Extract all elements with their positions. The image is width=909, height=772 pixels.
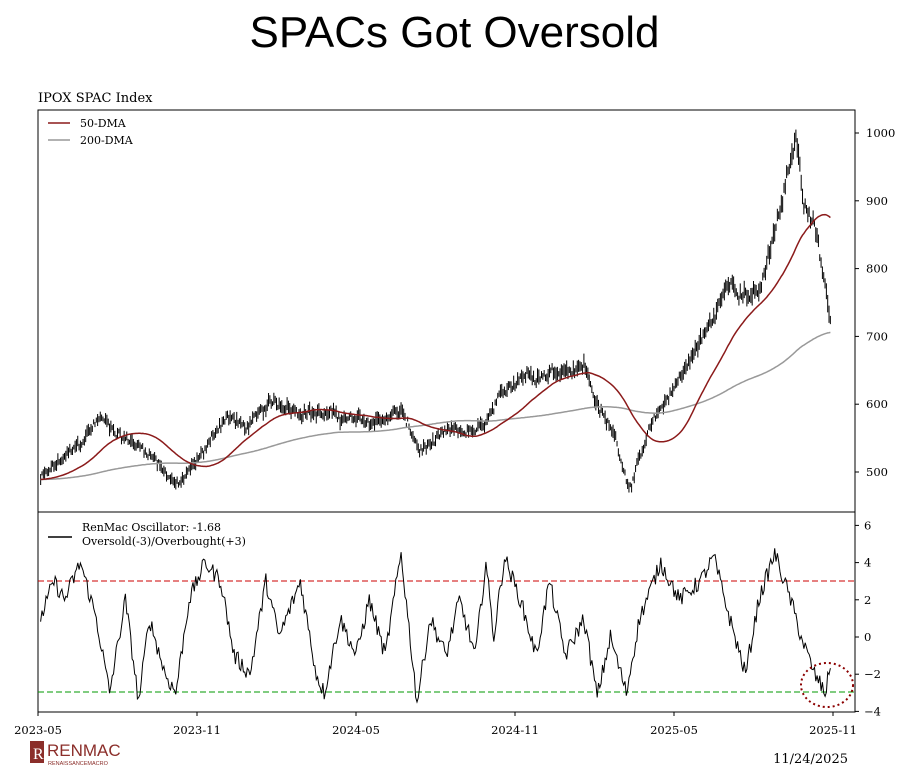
price-ytick: 800 bbox=[866, 262, 888, 276]
dma50-line bbox=[40, 213, 831, 481]
oversold-highlight-circle bbox=[800, 662, 854, 708]
report-date: 11/24/2025 bbox=[773, 752, 848, 767]
slide-title: SPACs Got Oversold bbox=[249, 8, 660, 57]
chart-title: IPOX SPAC Index bbox=[38, 91, 153, 106]
price-ytick: 600 bbox=[866, 397, 888, 411]
legend-dma200: 200-DMA bbox=[80, 134, 134, 147]
price-ytick: 700 bbox=[866, 329, 888, 343]
osc-ytick: 4 bbox=[864, 556, 871, 570]
dma200-line bbox=[40, 331, 831, 481]
xtick: 2025-11 bbox=[809, 723, 857, 737]
price-bars bbox=[40, 129, 831, 493]
price-ytick: 500 bbox=[866, 465, 888, 479]
renmac-logo-text: RENMAC bbox=[47, 741, 121, 760]
osc-ytick: −2 bbox=[864, 667, 881, 681]
price-panel-frame bbox=[37, 109, 856, 513]
renmac-logo-icon bbox=[30, 741, 44, 763]
osc-ytick: −4 bbox=[864, 704, 881, 718]
svg-text:R: R bbox=[33, 746, 44, 763]
xtick: 2024-11 bbox=[491, 723, 539, 737]
price-ytick: 1000 bbox=[866, 126, 895, 140]
xtick: 2024-05 bbox=[332, 723, 380, 737]
oscillator-panel-frame bbox=[37, 511, 856, 713]
xtick: 2025-05 bbox=[650, 723, 698, 737]
xtick: 2023-11 bbox=[173, 723, 221, 737]
oscillator-line bbox=[40, 548, 831, 704]
price-ytick: 900 bbox=[866, 194, 888, 208]
legend-osc: RenMac Oscillator: -1.68 bbox=[82, 521, 221, 534]
osc-ytick: 6 bbox=[864, 518, 871, 532]
osc-ytick: 2 bbox=[864, 593, 871, 607]
legend-thresholds: Oversold(-3)/Overbought(+3) bbox=[82, 535, 246, 548]
xtick: 2023-05 bbox=[14, 723, 62, 737]
osc-ytick: 0 bbox=[864, 630, 871, 644]
legend-dma50: 50-DMA bbox=[80, 117, 127, 130]
renmac-logo-sub: RENAISSANCEMACRO bbox=[48, 761, 109, 767]
